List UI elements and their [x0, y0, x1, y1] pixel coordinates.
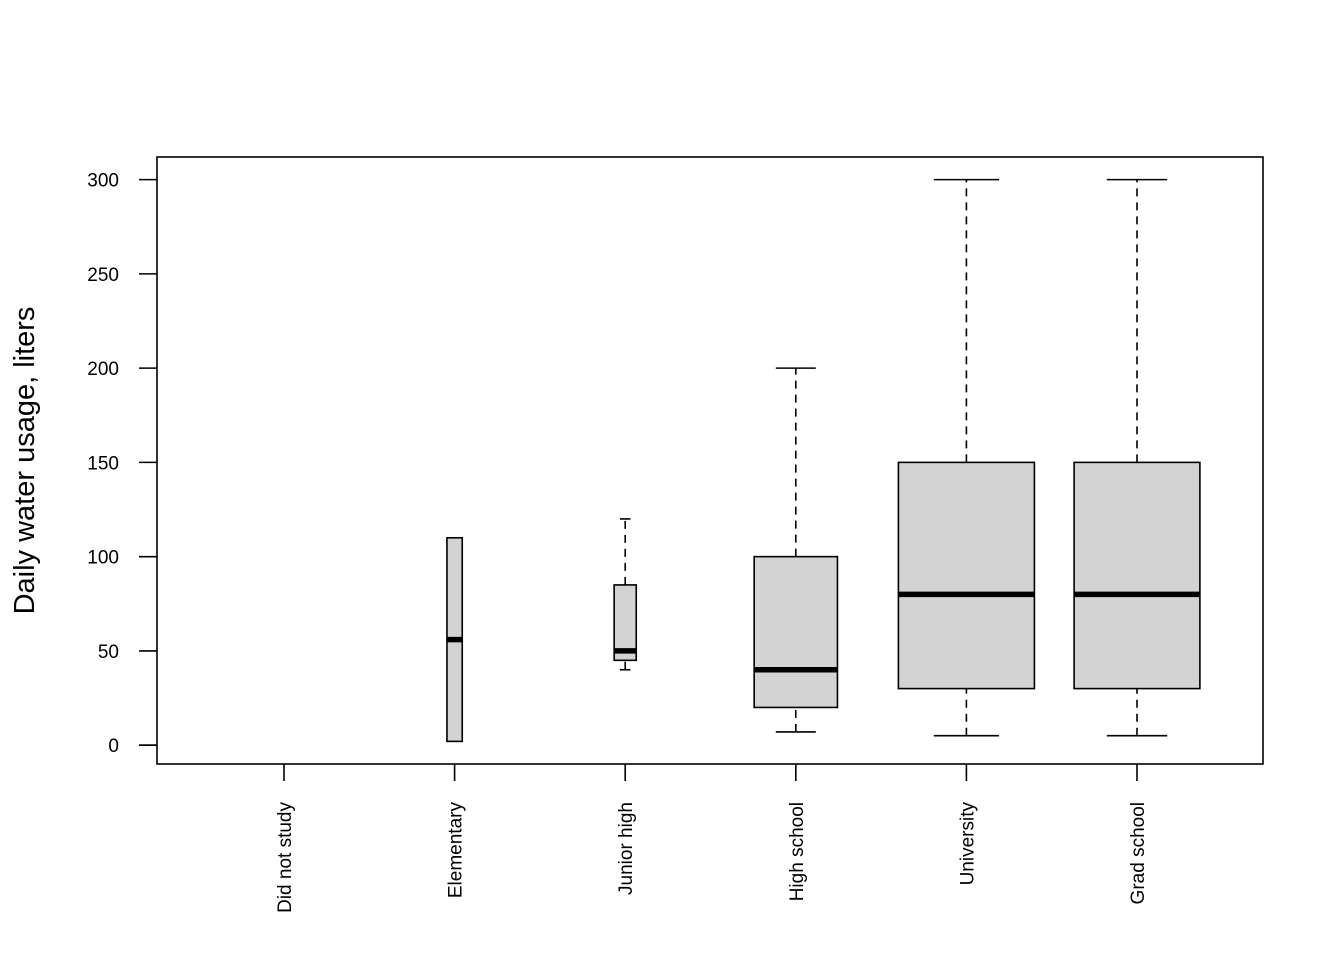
- y-axis-label: Daily water usage, liters: [9, 307, 41, 615]
- x-tick-label: Grad school: [1128, 802, 1149, 904]
- box-body: [613, 584, 638, 662]
- x-axis: Did not study Elementary Junior high High s…: [275, 764, 1149, 913]
- plot-frame: [156, 156, 1264, 765]
- box-junior-high: [613, 518, 638, 671]
- box-body: [753, 555, 839, 709]
- y-tick-label: 100: [87, 548, 119, 569]
- y-tick-label: 150: [87, 453, 119, 474]
- box-body: [897, 461, 1036, 690]
- x-tick-label: University: [957, 802, 978, 886]
- box-university: [897, 178, 1036, 737]
- y-tick-label: 250: [87, 265, 119, 286]
- box-high-school: [753, 367, 839, 733]
- x-tick-label: Elementary: [446, 802, 467, 899]
- box-elementary: [446, 536, 464, 743]
- x-tick-label: Did not study: [275, 802, 296, 913]
- x-tick-label: Junior high: [616, 802, 637, 895]
- y-tick-label: 300: [87, 171, 119, 192]
- y-tick-label: 0: [108, 736, 119, 757]
- box-grad-school: [1073, 178, 1201, 737]
- y-axis: 0 50 100 150 200 250 300: [87, 171, 157, 757]
- box-body: [1073, 461, 1201, 690]
- x-tick-label: High school: [787, 802, 808, 901]
- y-tick-label: 200: [87, 359, 119, 380]
- plot-area: [446, 178, 1201, 743]
- y-tick-label: 50: [98, 642, 119, 663]
